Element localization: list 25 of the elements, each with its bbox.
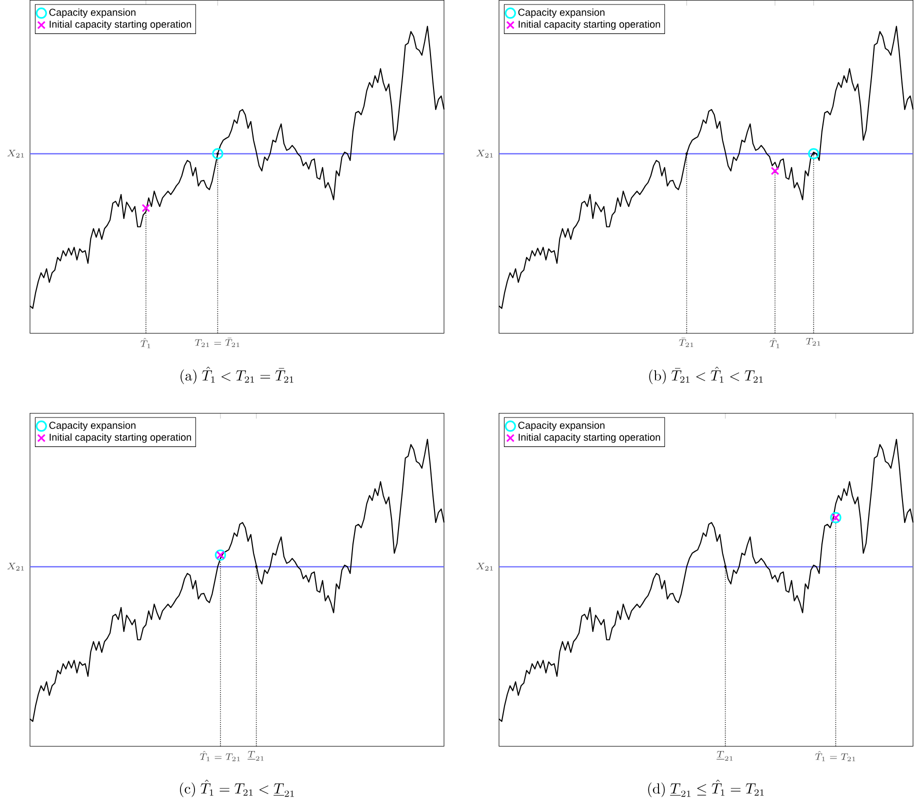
x-tick-label: $\hat{T}_1$ bbox=[140, 338, 150, 348]
legend-label: Initial capacity starting operation bbox=[50, 433, 192, 443]
x-tick-label: $\hat{T}_1$ bbox=[770, 338, 780, 348]
text: $\mathrm{(b)}\ \bar{T}_{21} < \hat{T}_1 < T_{21}$ bbox=[649, 366, 763, 384]
ref-line-label: $X_{21}$ bbox=[476, 150, 493, 158]
x-tick-label: $\hat{T}_1 = T_{21}$ bbox=[815, 750, 856, 762]
x-tick-label: $\bar{T}_{21}$ bbox=[679, 338, 694, 347]
x-tick-label: $T_{21} = \bar{T}_{21}$ bbox=[194, 338, 240, 347]
legend-label: Capacity expansion bbox=[518, 8, 604, 18]
text: $\mathrm{(c)}\ \hat{T}_1 = T_{21} < \underline{T}_{21}$ bbox=[180, 780, 294, 797]
legend-label: Initial capacity starting operation bbox=[50, 20, 192, 30]
x-tick-label: $\underline{T}_{21}$ bbox=[248, 750, 264, 761]
text: $\mathrm{(a)}\ \hat{T}_1 < T_{21} = \bar{T}_{21}$ bbox=[180, 366, 294, 384]
x-tick-label: $\hat{T}_1 = T_{21}$ bbox=[200, 750, 240, 762]
legend-label: Capacity expansion bbox=[518, 421, 604, 431]
legend-label: Initial capacity starting operation bbox=[518, 433, 660, 443]
x-tick-label: $T_{21}$ bbox=[806, 338, 820, 346]
ref-line-label: $X_{21}$ bbox=[7, 562, 24, 570]
x-tick-label: $\underline{T}_{21}$ bbox=[716, 750, 733, 761]
text: $\mathrm{(d)}\ \underline{T}_{21} \leq \hat{T}_1 = T_{21}$ bbox=[648, 780, 764, 797]
legend-label: Initial capacity starting operation bbox=[518, 20, 660, 30]
legend-label: Capacity expansion bbox=[49, 8, 136, 18]
legend-label: Capacity expansion bbox=[49, 421, 136, 431]
ref-line-label: $X_{21}$ bbox=[7, 150, 24, 158]
ref-line-label: $X_{21}$ bbox=[476, 562, 493, 570]
